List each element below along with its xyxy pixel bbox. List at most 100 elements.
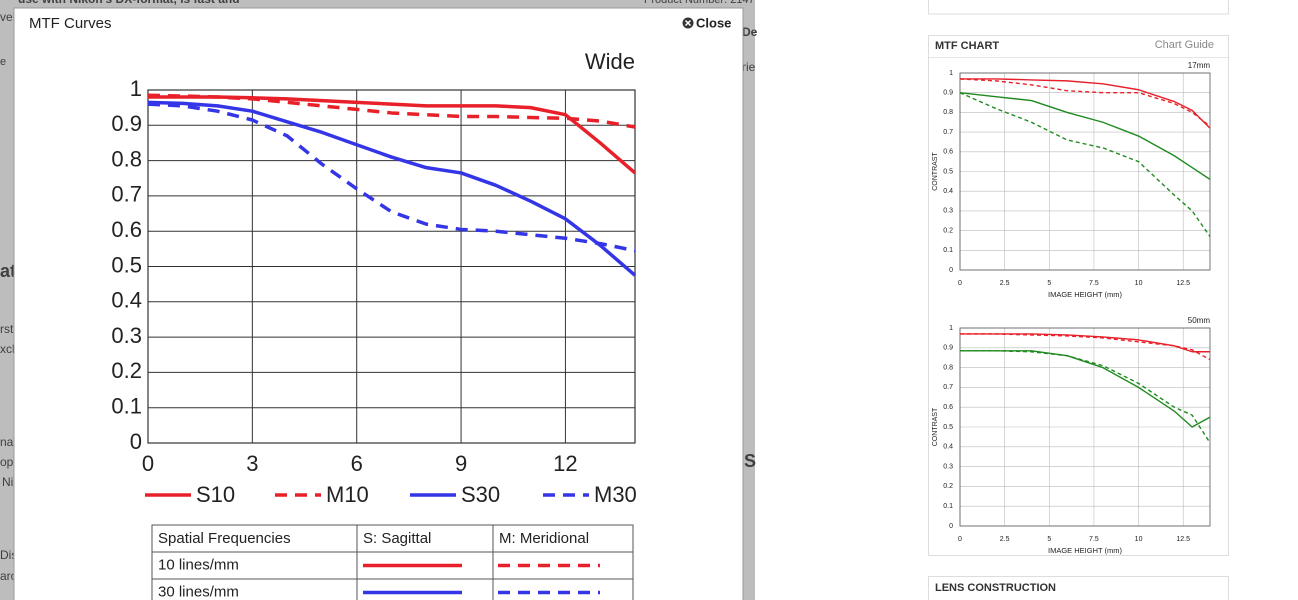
close-button[interactable]: Close	[696, 15, 731, 30]
y-tick-label: 0.4	[943, 188, 953, 195]
y-tick-label: 0.5	[111, 252, 142, 277]
mtf-panel	[928, 35, 1229, 556]
table-frame	[151, 524, 634, 600]
table-header: S: Sagittal	[363, 530, 431, 547]
table-header: M: Meridional	[499, 530, 589, 547]
y-tick-label: 0.6	[943, 149, 953, 156]
y-tick-label: 0.1	[943, 247, 953, 254]
y-tick-label: 0.1	[943, 503, 953, 510]
x-tick-label: 0	[958, 280, 962, 287]
y-tick-label: 0.8	[943, 109, 953, 116]
table-row-label: 30 lines/mm	[158, 583, 239, 600]
series-line	[960, 333, 1210, 353]
y-tick-label: 0.7	[943, 129, 953, 136]
x-tick-label: 10	[1135, 536, 1143, 543]
x-tick-label: 12.5	[1176, 536, 1190, 543]
y-tick-label: 0.1	[111, 394, 142, 419]
plot-frame	[959, 327, 1211, 527]
x-tick-label: 3	[246, 451, 258, 476]
y-axis-label: CONTRAST	[932, 407, 939, 446]
x-tick-label: 5	[1047, 536, 1051, 543]
y-tick-label: 0.3	[943, 463, 953, 470]
background-text: nal	[0, 435, 16, 449]
x-tick-label: 0	[958, 536, 962, 543]
background-text: Product Number: 2147	[644, 0, 755, 6]
y-tick-label: 0.4	[943, 444, 953, 451]
chart-label: 17mm	[1188, 61, 1211, 70]
table-header: Spatial Frequencies	[158, 530, 291, 547]
legend-label: M10	[326, 482, 369, 507]
series-line	[960, 350, 1211, 444]
legend-label: S30	[461, 482, 500, 507]
y-tick-label: 0	[949, 267, 953, 274]
y-tick-label: 0.2	[111, 358, 142, 383]
background-text: vel	[0, 10, 15, 24]
y-tick-label: 0.3	[111, 323, 142, 348]
series-line	[960, 350, 1211, 428]
legend-label: S10	[196, 482, 235, 507]
y-tick-label: 0.8	[111, 146, 142, 171]
x-axis-label: IMAGE HEIGHT (mm)	[1048, 290, 1123, 299]
y-tick-label: 0.3	[943, 208, 953, 215]
panel-title: MTF CHART	[935, 40, 999, 52]
x-tick-label: 7.5	[1089, 536, 1099, 543]
modal-title: MTF Curves	[29, 15, 112, 32]
background-text: use with Nikon's DX-format, is fast and	[18, 0, 240, 6]
modal	[13, 7, 744, 600]
background-text: rst	[0, 322, 14, 336]
y-tick-label: 0.2	[943, 483, 953, 490]
series-line	[959, 78, 1211, 127]
legend-label: M30	[594, 482, 637, 507]
x-tick-label: 2.5	[1000, 536, 1010, 543]
series-line	[960, 78, 1211, 129]
table-row-label: 10 lines/mm	[158, 556, 239, 573]
y-tick-label: 0.7	[111, 182, 142, 207]
close-icon-x	[684, 19, 692, 27]
y-tick-label: 0.2	[943, 227, 953, 234]
background-text: e	[0, 56, 6, 68]
x-tick-label: 7.5	[1089, 280, 1099, 287]
background-text: rie	[742, 60, 756, 74]
y-tick-label: 0	[949, 523, 953, 530]
y-tick-label: 0.5	[943, 424, 953, 431]
y-tick-label: 0.7	[943, 384, 953, 391]
panel-top	[928, 0, 1229, 15]
y-tick-label: 1	[949, 325, 953, 332]
background-text: aro	[0, 569, 18, 583]
y-axis-label: CONTRAST	[932, 152, 939, 191]
series-line	[959, 92, 1211, 237]
plot-frame	[959, 72, 1211, 271]
background-text: De	[742, 25, 758, 39]
x-tick-label: 6	[351, 451, 363, 476]
background-text: S	[744, 451, 756, 471]
lens-title: LENS CONSTRUCTION	[935, 582, 1056, 594]
chart-guide-link[interactable]: Chart Guide	[1155, 39, 1214, 51]
y-tick-label: 1	[949, 70, 953, 77]
x-tick-label: 2.5	[1000, 280, 1010, 287]
y-tick-label: 0.4	[111, 288, 142, 313]
x-tick-label: 12.5	[1176, 280, 1190, 287]
series-line	[147, 93, 636, 129]
plot-frame	[147, 89, 636, 444]
x-tick-label: 9	[455, 451, 467, 476]
series-line	[960, 333, 1211, 361]
x-tick-label: 12	[553, 451, 577, 476]
y-tick-label: 0.8	[943, 364, 953, 371]
series-line	[147, 100, 637, 277]
y-tick-label: 0.6	[943, 404, 953, 411]
series-line	[959, 92, 1211, 180]
series-line	[147, 102, 636, 253]
background-text: opt	[0, 455, 17, 469]
y-tick-label: 0.9	[943, 345, 953, 352]
x-tick-label: 5	[1047, 280, 1051, 287]
y-tick-label: 1	[130, 76, 142, 101]
chart-label: Wide	[585, 49, 635, 74]
y-tick-label: 0	[130, 429, 142, 454]
x-tick-label: 0	[142, 451, 154, 476]
x-axis-label: IMAGE HEIGHT (mm)	[1048, 546, 1123, 555]
y-tick-label: 0.9	[111, 111, 142, 136]
y-tick-label: 0.5	[943, 168, 953, 175]
x-tick-label: 10	[1135, 280, 1143, 287]
